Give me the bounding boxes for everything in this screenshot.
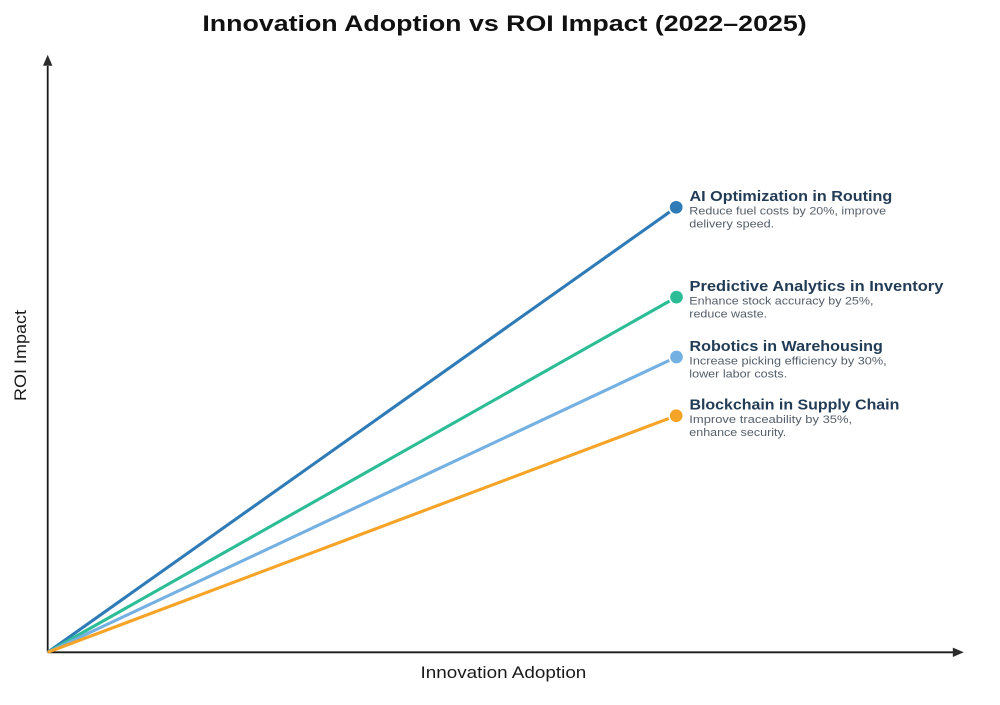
svg-text:lower labor costs.: lower labor costs. <box>689 367 787 380</box>
svg-text:Innovation Adoption: Innovation Adoption <box>420 663 586 682</box>
svg-text:Improve traceability by 35%,: Improve traceability by 35%, <box>689 413 852 426</box>
svg-text:Enhance stock accuracy by 25%,: Enhance stock accuracy by 25%, <box>689 295 873 307</box>
svg-text:Blockchain in Supply Chain: Blockchain in Supply Chain <box>690 397 900 413</box>
svg-text:Robotics in Warehousing: Robotics in Warehousing <box>690 338 883 354</box>
svg-text:reduce waste.: reduce waste. <box>689 308 767 320</box>
svg-text:Increase picking efficiency by: Increase picking efficiency by 30%, <box>689 354 886 367</box>
svg-text:Innovation Adoption vs ROI Imp: Innovation Adoption vs ROI Impact (2022–… <box>202 12 806 37</box>
svg-text:ROI Impact: ROI Impact <box>11 310 30 401</box>
svg-text:Predictive Analytics in Invent: Predictive Analytics in Inventory <box>690 279 944 295</box>
svg-text:delivery speed.: delivery speed. <box>689 217 774 230</box>
svg-text:AI Optimization in Routing: AI Optimization in Routing <box>690 189 893 205</box>
svg-text:Reduce fuel costs by 20%, impr: Reduce fuel costs by 20%, improve <box>689 204 886 217</box>
svg-text:enhance security.: enhance security. <box>689 427 786 439</box>
